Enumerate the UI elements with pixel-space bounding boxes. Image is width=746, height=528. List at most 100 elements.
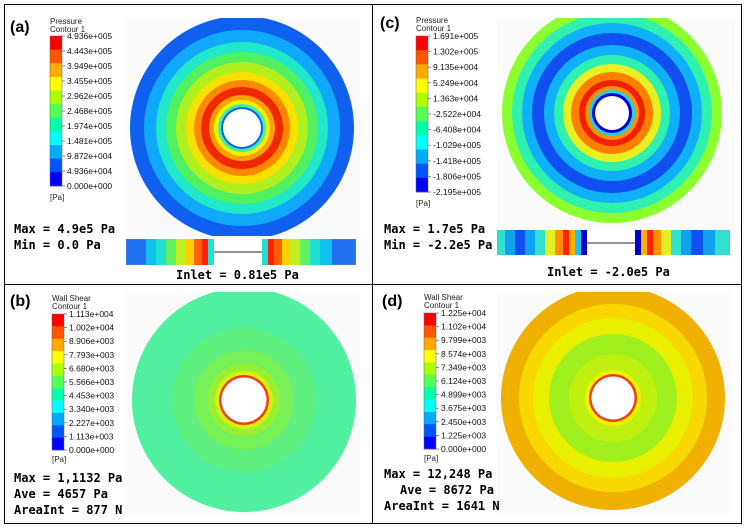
panel-a-legend: Pressure Contour 1 4.936e+005 4.443e+005 3… — [49, 17, 112, 202]
panel-c-legend-tick-label: -2.522e+004 — [433, 109, 481, 119]
panel-c-legend-title-line2: Contour 1 — [416, 24, 452, 33]
panel-a-legend-title-line1: Pressure — [50, 17, 83, 26]
panel-d-colorbar-swatch — [424, 313, 436, 326]
panel-d-colorbar-swatch — [424, 436, 436, 450]
panel-d-legend-tick-label: 1.225e+003 — [441, 430, 486, 440]
panel-c-legend-tick-label: -1.418e+005 — [433, 156, 481, 166]
panel-a-colorbar-swatch — [50, 90, 62, 105]
panel-a-legend-title-line2: Contour 1 — [50, 25, 86, 34]
panel-d-colorbar-swatch — [424, 350, 436, 363]
panel-a-legend-tick-label: 2.962e+005 — [67, 91, 112, 101]
panel-a-colorbar-swatch — [50, 131, 62, 146]
panel-c-colorbar-swatch — [416, 135, 428, 150]
panel-c-section-strip — [497, 230, 730, 255]
panel-d-colorbar-swatch — [424, 325, 436, 339]
panel-d-colorbar-swatch — [424, 411, 436, 425]
panel-a-colorbar-swatch — [50, 76, 62, 91]
panel-c-legend-tick-label: -1.029e+005 — [433, 140, 481, 150]
panel-b-legend-tick-label: 0.000e+000 — [69, 445, 114, 455]
panel-d-contour-disk — [501, 292, 725, 510]
panel-d-legend-tick-label: 1.225e+004 — [441, 308, 486, 318]
panel-c-stat-min: Min = -2.2e5 Pa — [384, 238, 492, 252]
panel-a-colorbar-swatch — [50, 117, 62, 132]
panel-a-contour-disk — [130, 18, 354, 236]
panel-b-colorbar-swatch — [52, 375, 64, 389]
panel-d-legend: Wall Shear Contour 1 1.225e+004 1.102e+00… — [423, 293, 486, 463]
panel-c-legend-tick-label: -2.195e+005 — [433, 187, 481, 197]
panel-d-stat-areaint: AreaInt = 1641 N — [384, 499, 500, 513]
panel-b-stat-max: Max = 1,1132 Pa — [14, 471, 122, 485]
panel-b-colorbar-swatch — [52, 388, 64, 401]
panel-b-legend-tick-label: 4.453e+003 — [69, 391, 114, 401]
panel-c-legend-tick-label: 1.302e+005 — [433, 47, 478, 57]
panel-c-colorbar: 1.691e+005 1.302e+005 9.135e+004 5.249e+004… — [415, 31, 481, 197]
panel-c-legend-tick-label: 1.691e+005 — [433, 31, 478, 41]
panel-d-legend-tick-label: 8.574e+003 — [441, 349, 486, 359]
panel-b-colorbar-swatch — [52, 363, 64, 377]
panel-d-colorbar-swatch — [424, 387, 436, 400]
panel-a-colorbar-swatch — [50, 145, 62, 160]
panel-c-legend-tick-label: 5.249e+004 — [433, 78, 478, 88]
panel-c-colorbar-swatch — [416, 177, 428, 193]
panel-a-legend-tick-label: 3.949e+005 — [67, 61, 112, 71]
panel-d-stat-ave: Ave = 8672 Pa — [400, 483, 494, 497]
panel-a-colorbar-swatch — [50, 104, 62, 119]
panel-d-label: (d) — [382, 293, 402, 310]
panel-a-label: (a) — [10, 19, 30, 36]
panel-a-legend-tick-label: 9.872e+004 — [67, 151, 112, 161]
panel-a-legend-tick-label: 1.481e+005 — [67, 136, 112, 146]
panel-d-colorbar-swatch — [424, 399, 436, 413]
panel-c-colorbar-swatch — [416, 36, 428, 51]
panel-a-colorbar-swatch — [50, 63, 62, 78]
panel-d-legend-title-line1: Wall Shear — [424, 293, 463, 302]
panel-c-colorbar-swatch — [416, 121, 428, 136]
panel-b-legend-tick-label: 1.113e+003 — [69, 431, 114, 441]
panel-c-legend-unit: [Pa] — [416, 199, 430, 208]
panel-c: (c) Pressure Contour 1 1.691e+005 1.302e+… — [380, 15, 735, 279]
panel-c-colorbar-swatch — [416, 92, 428, 108]
panel-b-stat-ave: Ave = 4657 Pa — [14, 487, 108, 501]
panel-d-colorbar-swatch — [424, 374, 436, 388]
panel-c-stat-max: Max = 1.7e5 Pa — [384, 222, 485, 236]
panel-a-section-strip — [126, 239, 356, 265]
panel-a-legend-tick-label: 4.936e+004 — [67, 166, 112, 176]
panel-c-legend-tick-label: 9.135e+004 — [433, 62, 478, 72]
panel-c-inlet: Inlet = -2.0e5 Pa — [547, 265, 670, 279]
panel-a-stat-max: Max = 4.9e5 Pa — [14, 222, 115, 236]
panel-c-colorbar-swatch — [416, 64, 428, 79]
panel-b-legend-tick-label: 7.793e+003 — [69, 350, 114, 360]
panel-a-colorbar-swatch — [50, 158, 62, 173]
panel-c-contour-disk — [502, 18, 722, 223]
panel-a-legend-tick-label: 4.443e+005 — [67, 46, 112, 56]
panel-d-legend-title-line2: Contour 1 — [424, 301, 460, 310]
panel-b-legend-title-line1: Wall Shear — [52, 294, 91, 303]
panel-d-legend-tick-label: 1.102e+004 — [441, 322, 486, 332]
panel-c-colorbar-swatch — [416, 149, 428, 164]
panel-c-colorbar-swatch — [416, 78, 428, 94]
panel-d-legend-tick-label: 0.000e+000 — [441, 444, 486, 454]
panel-c-legend-tick-label: -1.806e+005 — [433, 171, 481, 181]
panel-b-stat-areaint: AreaInt = 877 N — [14, 503, 122, 517]
panel-c-legend-tick-label: 1.363e+004 — [433, 93, 478, 103]
panel-c-colorbar-swatch — [416, 50, 428, 65]
panel-d-stat-max: Max = 12,248 Pa — [384, 467, 492, 481]
panel-c-legend-tick-label: -6.408e+004 — [433, 125, 481, 135]
panel-a-colorbar-swatch — [50, 36, 62, 50]
panel-a-legend-tick-label: 0.000e+000 — [67, 181, 112, 191]
panel-d-colorbar: 1.225e+004 1.102e+004 9.799e+003 8.574e+003… — [423, 308, 486, 454]
panel-b-legend-tick-label: 1.002e+004 — [69, 323, 114, 333]
panel-b-contour-disk — [132, 292, 356, 512]
panel-b-colorbar-swatch — [52, 425, 64, 438]
panel-b-legend-tick-label: 5.566e+003 — [69, 377, 114, 387]
panel-b-legend-tick-label: 8.906e+003 — [69, 336, 114, 346]
panel-a-legend-tick-label: 4.936e+005 — [67, 31, 112, 41]
panel-a-legend-tick-label: 1.974e+005 — [67, 121, 112, 131]
panel-b-legend-unit: [Pa] — [52, 455, 66, 464]
panel-b-colorbar: 1.113e+004 1.002e+004 8.906e+003 7.793e+003… — [51, 309, 114, 455]
panel-a-inlet: Inlet = 0.81e5 Pa — [176, 268, 299, 282]
panel-c-label: (c) — [380, 15, 400, 32]
panel-d-legend-tick-label: 4.899e+003 — [441, 390, 486, 400]
panel-c-colorbar-swatch — [416, 106, 428, 122]
panel-b-colorbar-swatch — [52, 437, 64, 451]
